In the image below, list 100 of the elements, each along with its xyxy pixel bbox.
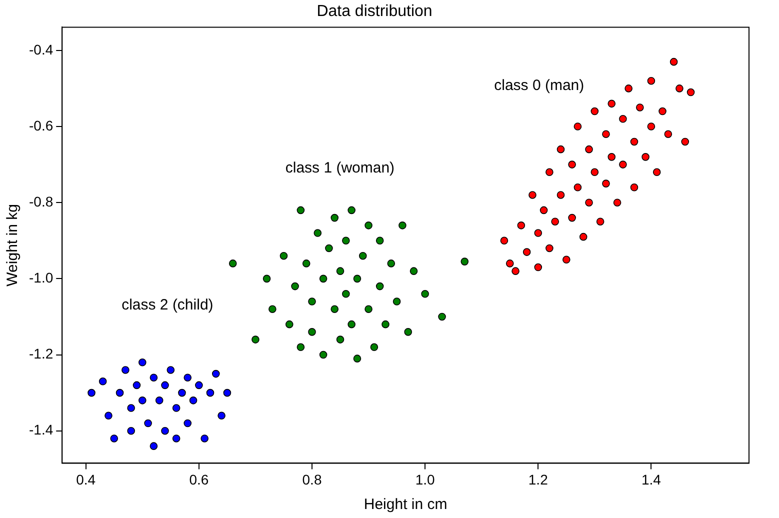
point <box>398 222 406 230</box>
point <box>127 426 135 435</box>
point <box>150 374 158 382</box>
point <box>568 214 576 222</box>
point <box>330 214 339 222</box>
point <box>522 248 531 256</box>
point <box>506 260 514 268</box>
point <box>223 388 232 397</box>
point <box>262 274 271 283</box>
point <box>161 426 169 435</box>
point <box>392 298 401 306</box>
point <box>664 130 672 138</box>
point <box>382 320 390 328</box>
point <box>172 434 180 442</box>
point <box>291 282 299 290</box>
point <box>624 84 632 92</box>
point <box>364 305 372 314</box>
point <box>574 183 582 192</box>
point <box>161 381 169 390</box>
point <box>252 336 260 344</box>
y-tick-label: -1.2 <box>29 346 54 362</box>
point <box>630 138 638 146</box>
point <box>353 354 362 362</box>
point <box>195 381 203 390</box>
point <box>608 100 616 108</box>
point <box>460 258 469 266</box>
point <box>556 191 565 199</box>
point <box>410 267 418 275</box>
point <box>540 206 548 214</box>
point <box>438 312 446 321</box>
point <box>534 229 542 237</box>
point <box>590 107 599 116</box>
point <box>579 232 588 241</box>
x-tick-label: 0.6 <box>189 471 209 488</box>
point <box>189 396 198 404</box>
point <box>613 198 622 206</box>
point <box>619 114 627 123</box>
point <box>308 328 316 336</box>
point <box>376 282 384 290</box>
point <box>364 222 372 230</box>
x-tick-label: 0.8 <box>302 471 322 488</box>
point <box>602 180 610 188</box>
point <box>166 366 175 374</box>
point <box>336 267 344 275</box>
point <box>104 412 112 420</box>
point <box>336 336 344 344</box>
x-tick-label: 0.4 <box>76 471 96 488</box>
point <box>546 168 554 176</box>
annotation: class 2 (child) <box>122 296 214 314</box>
point <box>517 222 526 230</box>
point <box>353 274 362 283</box>
point <box>155 396 164 404</box>
point <box>218 412 226 420</box>
point <box>681 138 690 146</box>
point <box>546 244 554 252</box>
point <box>184 374 192 382</box>
point <box>387 260 396 268</box>
chart-title: Data distribution <box>316 3 432 20</box>
y-tick-label: -1.4 <box>29 422 54 438</box>
point <box>568 160 576 168</box>
point <box>658 107 666 116</box>
point <box>144 419 152 428</box>
point <box>296 343 305 352</box>
point <box>212 370 220 378</box>
point <box>342 290 350 298</box>
point <box>686 88 695 96</box>
point <box>330 305 339 314</box>
point <box>376 236 384 245</box>
point <box>556 145 565 154</box>
point <box>596 218 604 226</box>
point <box>178 388 186 397</box>
point <box>602 130 610 138</box>
point <box>670 58 678 66</box>
point <box>138 396 146 404</box>
point <box>319 350 328 359</box>
point <box>676 84 684 92</box>
point <box>184 419 192 428</box>
point <box>228 260 237 268</box>
y-tick-label: -0.4 <box>29 41 54 58</box>
point <box>608 153 616 161</box>
y-axis-title: Weight in kg <box>4 204 22 286</box>
point <box>585 198 593 206</box>
y-tick-label: -0.6 <box>29 117 54 134</box>
point <box>348 206 356 214</box>
point <box>200 434 208 442</box>
point <box>314 229 322 237</box>
point <box>642 153 650 161</box>
annotation: class 0 (man) <box>494 76 584 94</box>
point <box>590 168 599 176</box>
point <box>370 343 378 352</box>
point <box>342 236 350 245</box>
point <box>512 267 520 275</box>
point <box>138 358 146 366</box>
point <box>551 218 559 226</box>
point <box>421 290 429 298</box>
point <box>528 191 536 199</box>
x-tick-label: 1.0 <box>415 471 436 488</box>
point <box>585 145 593 154</box>
point <box>534 263 542 272</box>
point <box>88 388 96 397</box>
